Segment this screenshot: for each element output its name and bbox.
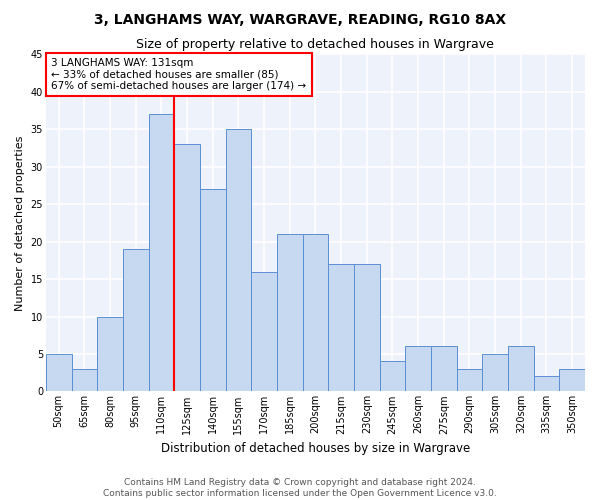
Text: 3 LANGHAMS WAY: 131sqm
← 33% of detached houses are smaller (85)
67% of semi-det: 3 LANGHAMS WAY: 131sqm ← 33% of detached… (51, 58, 307, 91)
Bar (482, 354, 508, 392)
Bar (200, 189, 226, 392)
Bar (328, 264, 354, 392)
Bar (354, 264, 380, 392)
Bar (508, 346, 533, 392)
Bar (71, 369, 97, 392)
Bar (302, 234, 328, 392)
Bar (431, 346, 457, 392)
Bar (533, 376, 559, 392)
Bar (174, 144, 200, 392)
Y-axis label: Number of detached properties: Number of detached properties (15, 135, 25, 310)
Bar (277, 234, 302, 392)
Text: 3, LANGHAMS WAY, WARGRAVE, READING, RG10 8AX: 3, LANGHAMS WAY, WARGRAVE, READING, RG10… (94, 12, 506, 26)
Title: Size of property relative to detached houses in Wargrave: Size of property relative to detached ho… (136, 38, 494, 51)
Bar (226, 130, 251, 392)
Bar (251, 272, 277, 392)
Text: Contains HM Land Registry data © Crown copyright and database right 2024.
Contai: Contains HM Land Registry data © Crown c… (103, 478, 497, 498)
Bar (46, 354, 71, 392)
Bar (559, 369, 585, 392)
Bar (405, 346, 431, 392)
X-axis label: Distribution of detached houses by size in Wargrave: Distribution of detached houses by size … (161, 442, 470, 455)
Bar (380, 362, 405, 392)
Bar (457, 369, 482, 392)
Bar (149, 114, 174, 392)
Bar (123, 249, 149, 392)
Bar (97, 316, 123, 392)
